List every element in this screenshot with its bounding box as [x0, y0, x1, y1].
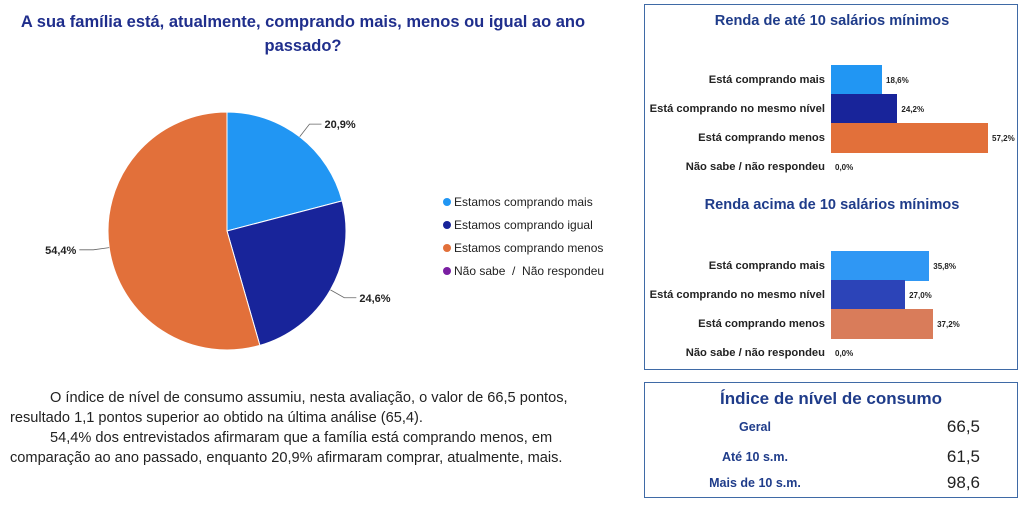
bar-value-label: 0,0%: [835, 163, 854, 172]
bar-row: Está comprando no mesmo nível 24,2%: [645, 94, 1017, 124]
bar-chart-title-low-income: Renda de até 10 salários mínimos: [714, 13, 950, 29]
pie-slice-2: [226, 200, 347, 346]
body-paragraph-1: O índice de nível de consumo assumiu, ne…: [10, 390, 568, 426]
index-row-label: Geral: [739, 420, 771, 434]
bar: [831, 123, 988, 153]
bar-category-label: Está comprando no mesmo nível: [649, 103, 825, 115]
bar: [831, 65, 883, 95]
bar-row: Não sabe / não respondeu 0,0%: [645, 152, 1017, 182]
bar: [831, 280, 906, 310]
bar-value-label: 24,2%: [901, 105, 925, 114]
bar-row: Está comprando menos 57,2%: [645, 123, 1017, 153]
income-bars-panel: Renda de até 10 salários mínimos Está co…: [644, 4, 1018, 370]
bar-row: Está comprando mais 18,6%: [645, 65, 1017, 95]
bar: [831, 309, 934, 339]
bar-value-label: 0,0%: [835, 349, 854, 358]
pie-slice-3: [107, 111, 261, 351]
legend-item-2: Estamos comprando igual: [443, 213, 604, 236]
index-row-ate-10: Até 10 s.m. 61,5: [645, 445, 1017, 473]
legend-label: Estamos comprando mais: [454, 194, 593, 209]
bar: [831, 94, 898, 124]
index-row-geral: Geral 66,5: [645, 415, 1017, 443]
pie-data-label: 20,9%: [324, 119, 355, 131]
bar-category-label: Está comprando mais: [708, 74, 825, 86]
legend-marker: [443, 197, 451, 206]
bar-row: Está comprando menos 37,2%: [645, 309, 1017, 339]
bar-category-label: Está comprando mais: [708, 260, 825, 272]
bar-category-label: Está comprando menos: [698, 318, 825, 330]
legend-label: Estamos comprando igual: [454, 217, 593, 232]
pie-legend: Estamos comprando mais Estamos comprando …: [443, 190, 604, 282]
legend-item-1: Estamos comprando mais: [443, 190, 604, 213]
legend-item-4: Não sabe / Não respondeu: [443, 259, 604, 282]
index-row-label: Mais de 10 s.m.: [709, 476, 801, 490]
bar-row: Não sabe / não respondeu 0,0%: [645, 338, 1017, 368]
bar-category-label: Está comprando no mesmo nível: [649, 289, 825, 301]
bar-chart-title-high-income: Renda acima de 10 salários mínimos: [704, 197, 960, 213]
index-table-title: Índice de nível de consumo: [720, 389, 942, 408]
bar-value-label: 27,0%: [909, 291, 932, 300]
pie-leader-line: [330, 289, 357, 299]
legend-label: Não sabe / Não respondeu: [454, 263, 605, 278]
bar-category-label: Não sabe / não respondeu: [685, 161, 825, 173]
bar-value-label: 18,6%: [886, 76, 909, 85]
pie-slice-1: [226, 111, 343, 232]
index-row-label: Até 10 s.m.: [721, 450, 788, 464]
consumption-index-panel: Índice de nível de consumo Geral 66,5 At…: [644, 382, 1018, 498]
index-row-value: 61,5: [946, 447, 980, 466]
body-text: O índice de nível de consumo assumiu, ne…: [10, 388, 615, 468]
pie-chart: 20,9% 24,6% 54,4%: [45, 111, 391, 351]
index-row-value: 66,5: [946, 417, 980, 436]
legend-label: Estamos comprando menos: [454, 240, 604, 255]
bar-row: Está comprando no mesmo nível 27,0%: [645, 280, 1017, 310]
legend-marker: [443, 266, 451, 275]
bar-value-label: 35,8%: [933, 262, 956, 271]
bar-category-label: Está comprando menos: [698, 132, 825, 144]
legend-item-3: Estamos comprando menos: [443, 236, 604, 259]
pie-data-label: 54,4%: [45, 245, 76, 257]
bar-row: Está comprando mais 35,8%: [645, 251, 1017, 281]
index-row-mais-10: Mais de 10 s.m. 98,6: [645, 471, 1017, 499]
pie-leader-line: [299, 123, 322, 138]
legend-marker: [443, 243, 451, 252]
bar: [831, 251, 930, 281]
bar-value-label: 37,2%: [937, 320, 960, 329]
pie-leader-line: [79, 247, 110, 251]
page-title: A sua família está, atualmente, comprand…: [20, 13, 586, 55]
bar-value-label: 57,2%: [992, 134, 1015, 143]
bar-category-label: Não sabe / não respondeu: [685, 347, 825, 359]
index-row-value: 98,6: [946, 473, 980, 492]
pie-data-label: 24,6%: [359, 293, 390, 305]
body-paragraph-2: 54,4% dos entrevistados afirmaram que a …: [10, 430, 563, 466]
legend-marker: [443, 220, 451, 229]
